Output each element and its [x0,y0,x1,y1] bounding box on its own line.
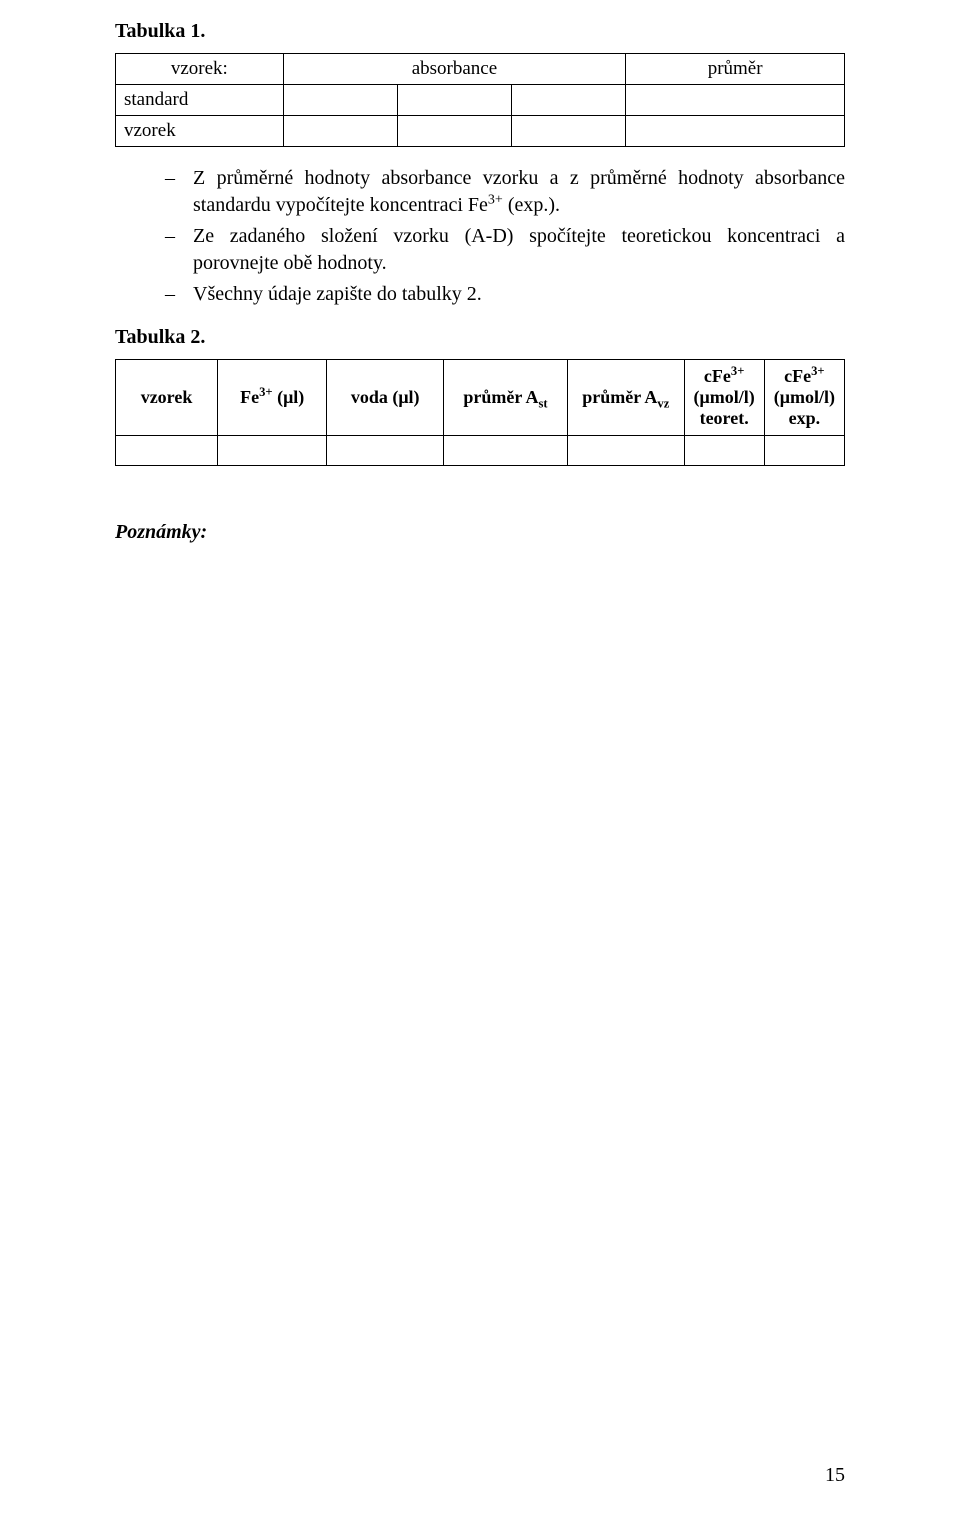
table1-header-vzorek: vzorek: [116,54,284,85]
table1-cell [283,85,397,116]
table2-cell [218,436,327,466]
table1-cell [397,85,511,116]
table2-caption: Tabulka 2. [115,326,845,349]
table2-header-voda: voda (μl) [327,360,444,436]
table1-row1-label: standard [116,85,284,116]
table2-header-cfe-exp: cFe3+(μmol/l)exp. [764,360,844,436]
table2-header-vzorek: vzorek [116,360,218,436]
list-item: – Z průměrné hodnoty absorbance vzorku a… [165,165,845,219]
table2-header-avz: průměr Avz [567,360,684,436]
table1-row-vzorek: vzorek [116,116,845,147]
table1-caption: Tabulka 1. [115,20,845,43]
table1-cell [626,116,845,147]
table1-row2-label: vzorek [116,116,284,147]
list-item-text: Ze zadaného složení vzorku (A-D) spočíte… [193,223,845,277]
table2-cell [684,436,764,466]
list-item-text: Z průměrné hodnoty absorbance vzorku a z… [193,165,845,219]
table1-cell [283,116,397,147]
page-number: 15 [825,1464,845,1487]
table1: vzorek: absorbance průměr standard vzore… [115,53,845,147]
table2-data-row [116,436,845,466]
table2-header-fe: Fe3+ (μl) [218,360,327,436]
table2-cell [764,436,844,466]
table1-header-row: vzorek: absorbance průměr [116,54,845,85]
table2-cell [327,436,444,466]
table2-header-row: vzorek Fe3+ (μl) voda (μl) průměr Ast pr… [116,360,845,436]
table2-header-ast: průměr Ast [444,360,568,436]
table2-cell [444,436,568,466]
table2-cell [567,436,684,466]
dash-icon: – [165,165,193,219]
table1-header-absorbance: absorbance [283,54,626,85]
table1-cell [512,116,626,147]
table1-cell [512,85,626,116]
dash-icon: – [165,223,193,277]
page: Tabulka 1. vzorek: absorbance průměr sta… [0,0,960,1517]
dash-icon: – [165,281,193,308]
list-item: – Ze zadaného složení vzorku (A-D) spočí… [165,223,845,277]
table1-cell [626,85,845,116]
list-item-text: Všechny údaje zapište do tabulky 2. [193,281,845,308]
instruction-list: – Z průměrné hodnoty absorbance vzorku a… [165,165,845,308]
table1-row-standard: standard [116,85,845,116]
list-item: – Všechny údaje zapište do tabulky 2. [165,281,845,308]
table1-header-prumer: průměr [626,54,845,85]
table2-cell [116,436,218,466]
table2: vzorek Fe3+ (μl) voda (μl) průměr Ast pr… [115,359,845,466]
table2-header-cfe-teoret: cFe3+(μmol/l)teoret. [684,360,764,436]
table1-cell [397,116,511,147]
notes-heading: Poznámky: [115,521,845,544]
